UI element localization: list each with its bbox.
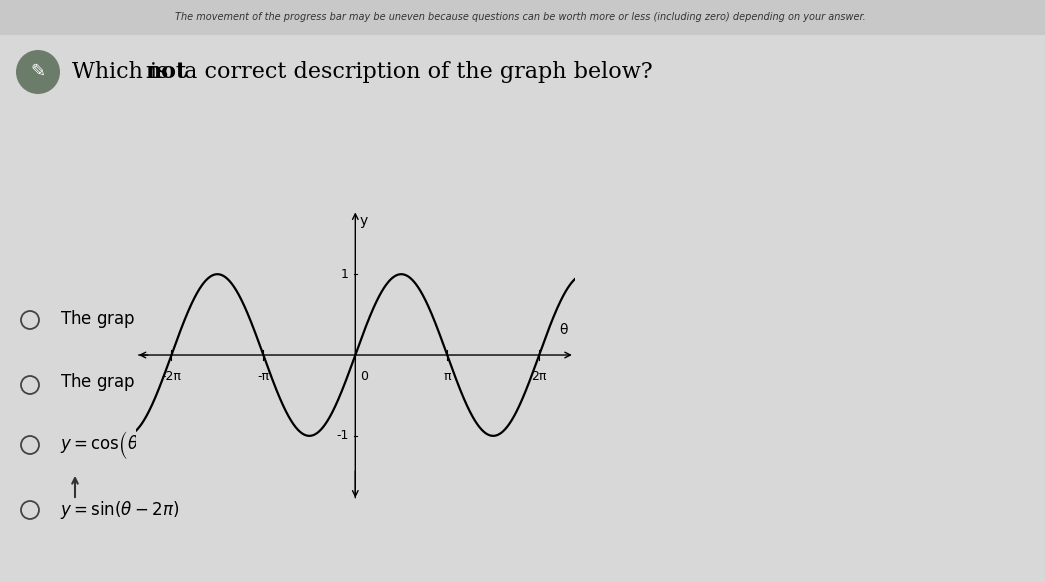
Text: The graph of $y = \cos\,\theta$ shifted to the right by $\dfrac{\pi}{2}$ units.: The graph of $y = \cos\,\theta$ shifted … [60, 369, 502, 401]
Text: π: π [443, 370, 451, 382]
Text: $y = \cos\!\left(\theta - \dfrac{\pi}{2}\right)$: $y = \cos\!\left(\theta - \dfrac{\pi}{2}… [60, 428, 180, 462]
Text: -1: -1 [336, 430, 349, 442]
Text: The graph of $y = \sin\,\theta$ shifted to the left by $\dfrac{3\pi}{2}$ units.: The graph of $y = \sin\,\theta$ shifted … [60, 303, 495, 338]
Text: y: y [359, 214, 368, 228]
Text: not: not [145, 61, 186, 83]
Text: a correct description of the graph below?: a correct description of the graph below… [177, 61, 653, 83]
Text: -π: -π [257, 370, 270, 382]
Text: θ: θ [560, 323, 568, 337]
FancyBboxPatch shape [0, 0, 1045, 35]
Text: The movement of the progress bar may be uneven because questions can be worth mo: The movement of the progress bar may be … [175, 12, 865, 22]
Text: ✎: ✎ [30, 63, 46, 81]
Circle shape [16, 50, 60, 94]
Text: $y = \sin(\theta - 2\pi)$: $y = \sin(\theta - 2\pi)$ [60, 499, 179, 521]
Text: -2π: -2π [162, 370, 182, 382]
Text: Which is: Which is [72, 61, 176, 83]
Text: 2π: 2π [532, 370, 547, 382]
Text: 0: 0 [361, 370, 369, 382]
Text: 1: 1 [341, 268, 349, 281]
